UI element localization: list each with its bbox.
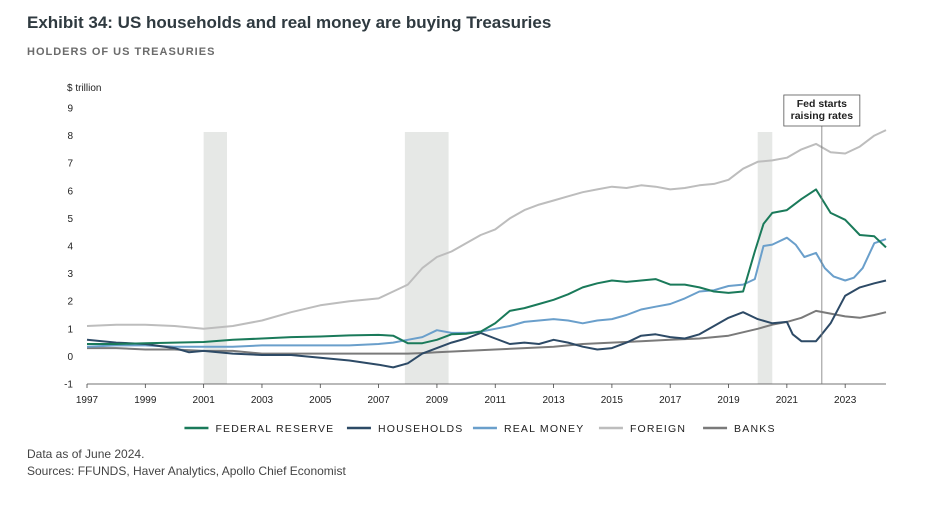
x-tick-label: 2017 [659, 395, 682, 406]
x-tick-label: 1999 [134, 395, 157, 406]
shaded-periods [203, 132, 773, 384]
y-tick-label: 2 [67, 297, 73, 308]
sources-note: Sources: FFUNDS, Haver Analytics, Apollo… [27, 464, 346, 478]
series-lines [86, 129, 887, 369]
y-tick-label: 0 [67, 352, 73, 363]
x-tick-label: 2011 [484, 395, 506, 406]
x-tick-label: 2003 [251, 395, 274, 406]
chart-title: Exhibit 34: US households and real money… [27, 13, 552, 32]
series-line-real-money [86, 236, 887, 348]
axes: $ trillion -1 0 1 2 3 4 5 6 7 8 9 1997 1999 2001 2003 20… [64, 83, 886, 406]
legend-label: FOREIGN [630, 423, 686, 435]
x-tick-label: 2007 [367, 395, 390, 406]
legend-label: REAL MONEY [504, 423, 584, 435]
x-tick-label: 2019 [717, 395, 740, 406]
series-line-banks [87, 309, 887, 355]
series-line-foreign [86, 129, 887, 330]
x-tick-label: 2021 [776, 395, 799, 406]
y-tick-label: 5 [67, 214, 73, 225]
shaded-period [203, 132, 227, 384]
annotation-text: raising rates [791, 110, 854, 122]
x-tick-label: 1997 [76, 395, 99, 406]
y-tick-label: 8 [67, 131, 73, 142]
series-line-households [86, 279, 887, 369]
x-tick-label: 2015 [601, 395, 624, 406]
y-tick-label: 7 [67, 159, 73, 170]
x-tick-label: 2013 [542, 395, 565, 406]
footnotes: Data as of June 2024. Sources: FFUNDS, H… [27, 446, 346, 480]
annotation-text: Fed starts [797, 98, 847, 110]
y-tick-label: 3 [67, 269, 73, 280]
x-tick-label: 2009 [426, 395, 449, 406]
legend-label: FEDERAL RESERVE [215, 423, 334, 435]
data-as-of-note: Data as of June 2024. [27, 447, 145, 461]
chart-subtitle: HOLDERS OF US TREASURIES [27, 46, 216, 58]
series-line-federal-reserve [87, 188, 887, 345]
x-tick-label: 2005 [309, 395, 332, 406]
legend-label: BANKS [734, 423, 776, 435]
legend: FEDERAL RESERVE HOUSEHOLDS REAL MONEY FOREI… [184, 423, 776, 435]
chart-area: $ trillion -1 0 1 2 3 4 5 6 7 8 9 1997 1999 2001 2003 20… [64, 83, 887, 435]
annotation-box [783, 94, 861, 127]
x-tick-label: 2001 [193, 395, 216, 406]
legend-label: HOUSEHOLDS [378, 423, 464, 435]
x-tick-label: 2023 [834, 395, 857, 406]
y-tick-label: 9 [67, 104, 73, 115]
y-axis-label: $ trillion [67, 83, 101, 94]
y-tick-label: 4 [67, 242, 73, 253]
y-tick-label: 6 [67, 186, 73, 197]
y-tick-label: 1 [67, 324, 73, 335]
y-tick-label: -1 [64, 380, 73, 391]
